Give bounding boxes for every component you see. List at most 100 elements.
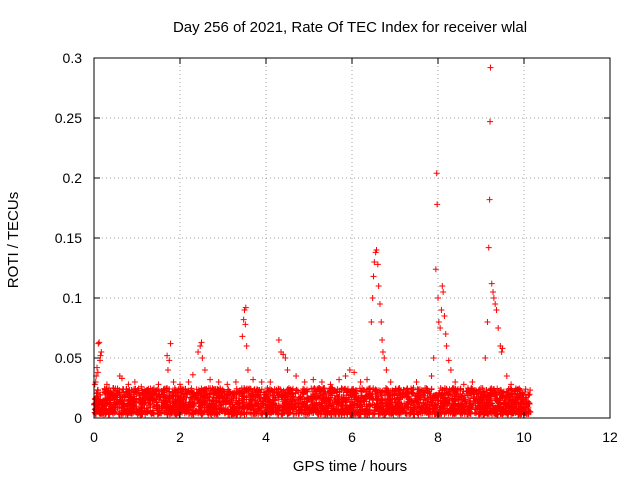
data-point: [336, 376, 343, 383]
data-point: [103, 388, 110, 395]
data-point: [489, 411, 496, 418]
data-point: [219, 408, 226, 415]
data-point: [313, 401, 320, 408]
data-point: [487, 118, 494, 125]
data-point: [335, 406, 342, 413]
data-point: [492, 404, 499, 411]
data-point: [351, 401, 358, 408]
data-point: [399, 407, 406, 414]
data-point: [465, 392, 472, 399]
data-point: [499, 411, 506, 418]
data-point: [150, 389, 157, 396]
data-point: [379, 403, 386, 410]
data-point: [272, 397, 279, 404]
data-point: [315, 393, 322, 400]
data-point: [429, 399, 436, 406]
data-point: [342, 373, 349, 379]
data-point: [200, 387, 207, 394]
data-point: [94, 364, 101, 371]
data-point: [442, 331, 449, 337]
data-point: [101, 402, 108, 409]
data-point: [169, 408, 176, 415]
data-point: [229, 390, 236, 397]
data-point: [150, 402, 157, 409]
data-point: [451, 410, 458, 417]
data-point: [365, 401, 372, 408]
data-point: [453, 390, 460, 397]
data-point: [372, 386, 379, 393]
data-point: [293, 386, 300, 393]
data-point: [299, 406, 306, 413]
data-point: [124, 411, 131, 418]
data-point: [403, 403, 410, 410]
data-point: [346, 367, 353, 373]
data-point: [160, 408, 167, 415]
data-point: [448, 395, 455, 402]
data-point: [270, 401, 277, 408]
data-point: [187, 410, 194, 417]
data-point: [126, 386, 133, 393]
data-point: [371, 402, 378, 409]
y-tick-label: 0.05: [55, 350, 82, 366]
data-point: [357, 379, 364, 385]
y-tick-label: 0.15: [55, 230, 82, 246]
data-point: [518, 403, 525, 410]
data-point: [519, 394, 526, 401]
data-point: [450, 385, 457, 392]
data-point: [232, 379, 239, 385]
data-point: [364, 376, 371, 383]
data-point: [391, 388, 398, 395]
data-point: [490, 386, 497, 393]
data-point: [109, 395, 116, 402]
data-point: [205, 407, 212, 414]
data-point: [452, 398, 459, 405]
data-point: [141, 386, 148, 393]
data-point: [131, 399, 138, 406]
data-point: [455, 400, 462, 407]
data-point: [409, 386, 416, 393]
x-tick-label: 2: [176, 429, 184, 445]
data-point: [509, 410, 516, 417]
data-point: [493, 407, 500, 414]
data-point: [501, 397, 508, 404]
data-point: [434, 409, 441, 416]
data-point: [224, 406, 231, 413]
data-point: [461, 397, 468, 404]
data-point: [490, 289, 497, 295]
data-point: [227, 397, 234, 404]
data-point: [488, 400, 495, 407]
data-point: [292, 390, 299, 397]
data-point: [375, 404, 382, 411]
data-point: [425, 406, 432, 413]
data-point: [507, 385, 514, 392]
data-point: [370, 273, 377, 280]
data-point: [197, 343, 204, 349]
data-point: [256, 405, 263, 412]
data-point: [284, 403, 291, 410]
data-point: [479, 401, 486, 408]
data-point: [452, 404, 459, 411]
data-point: [330, 405, 337, 412]
data-point: [452, 379, 459, 385]
data-point: [320, 406, 327, 413]
data-point: [242, 321, 249, 328]
data-point: [456, 396, 463, 403]
data-point: [445, 390, 452, 397]
data-point: [404, 399, 411, 406]
data-point: [350, 387, 357, 394]
data-point: [379, 337, 386, 343]
data-point: [164, 352, 171, 359]
data-point: [435, 319, 442, 325]
data-point: [163, 404, 170, 411]
data-point: [380, 411, 387, 418]
data-point: [216, 407, 223, 414]
data-point: [415, 409, 422, 416]
data-point: [133, 389, 140, 396]
data-point: [189, 371, 196, 378]
data-point: [480, 393, 487, 400]
data-point: [274, 410, 281, 417]
data-point: [199, 399, 206, 406]
data-point: [375, 395, 382, 402]
data-point: [351, 369, 358, 376]
data-point: [153, 395, 160, 402]
